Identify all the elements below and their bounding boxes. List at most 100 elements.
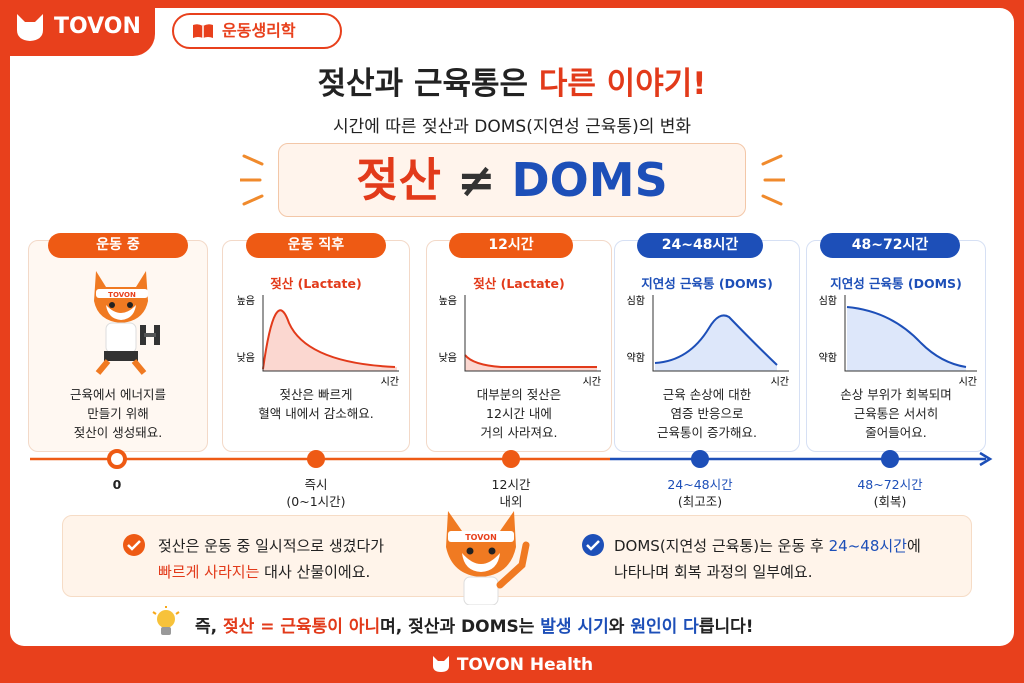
- title-main: 젖산과 근육통은: [317, 66, 529, 102]
- banner: 젖산 ≠ DOMS: [278, 143, 746, 217]
- time-label: 즉시 (0~1시간): [256, 476, 376, 510]
- time-label: 24~48시간 (최고조): [640, 476, 760, 510]
- mini-chart: 심함 약함 시간: [819, 295, 977, 388]
- time-line: 12시간: [491, 477, 531, 492]
- note: 젖산은 운동 중 일시적으로 생겼다가 빠르게 사라지는 대사 산물이에요.: [158, 533, 384, 585]
- stage-label: 운동 중: [48, 233, 188, 258]
- stage-label: 운동 직후: [246, 233, 386, 258]
- desc-line: 줄어들어요.: [865, 425, 927, 440]
- conclusion-red: 젖산 = 근육통이 아니: [223, 617, 381, 637]
- chart-title: 지연성 근육통 (DOMS): [641, 276, 773, 291]
- check-icon: [123, 534, 145, 556]
- brand-tab: TOVON: [0, 0, 155, 56]
- time-line: (회복): [873, 494, 907, 509]
- note-line: DOMS(지연성 근육통)는 운동 후 24~48시간에: [614, 533, 921, 559]
- y-label: 심함: [819, 295, 837, 307]
- conclusion: 즉, 젖산 = 근육통이 아니며, 젖산과 DOMS는 발생 시기와 원인이 다…: [195, 612, 754, 637]
- stage-label: 48~72시간: [820, 233, 960, 258]
- banner-right: DOMS: [511, 153, 668, 207]
- desc-line: 근육통이 증가해요.: [657, 425, 757, 440]
- subtitle: 시간에 따른 젖산과 DOMS(지연성 근육통)의 변화: [332, 117, 692, 137]
- note-text: 에: [906, 537, 921, 555]
- time-label: 0: [112, 477, 122, 492]
- desc-line: 대부분의 젖산은: [476, 387, 562, 402]
- mini-chart: 높음 낮음 시간: [237, 295, 399, 388]
- footer-brand: TOVON Health: [456, 655, 594, 675]
- mascot: TOVON: [94, 271, 160, 375]
- y-label: 높음: [237, 295, 255, 307]
- note-highlight: 24~48시간: [828, 537, 907, 555]
- note-text: DOMS(지연성 근육통)는 운동 후: [614, 537, 824, 555]
- conclusion-blue: 발생 시기: [540, 617, 609, 637]
- stage-description: 대부분의 젖산은 12시간 내에 거의 사라져요.: [427, 385, 611, 442]
- chart-title: 지연성 근육통 (DOMS): [830, 276, 962, 291]
- desc-line: 근육통은 서서히: [853, 406, 939, 421]
- y-label: 낮음: [439, 352, 457, 364]
- fox-logo: [17, 14, 43, 41]
- desc-line: 손상 부위가 회복되며: [840, 387, 952, 402]
- desc-line: 혈액 내에서 감소해요.: [258, 406, 374, 421]
- y-label: 약함: [627, 352, 645, 364]
- time-line: 내외: [499, 494, 523, 509]
- headband-text: TOVON: [465, 533, 497, 542]
- conclusion-blue: 원인이 다: [630, 617, 699, 637]
- mini-chart: 높음 낮음 시간: [439, 295, 601, 388]
- conclusion-text: 며, 젖산과 DOMS는: [380, 617, 535, 637]
- x-label: 시간: [959, 376, 977, 388]
- banner-symbol: ≠: [456, 153, 496, 207]
- time-label: 48~72시간 (회복): [830, 476, 950, 510]
- banner-rays: [240, 154, 785, 206]
- check-icon: [582, 534, 604, 556]
- note-line: 나타나며 회복 과정의 일부예요.: [614, 563, 813, 581]
- tag-text: 운동생리학: [222, 21, 296, 40]
- desc-line: 만들기 위해: [87, 406, 149, 421]
- x-label: 시간: [583, 376, 601, 388]
- conclusion-text: 즉,: [195, 617, 218, 637]
- book-icon: [193, 24, 213, 38]
- mini-chart: 심함 약함 시간: [627, 295, 789, 388]
- x-label: 시간: [381, 376, 399, 388]
- headband-text: TOVON: [108, 291, 136, 299]
- stage-label: 24~48시간: [637, 233, 763, 258]
- time-line: 48~72시간: [857, 477, 923, 492]
- brand: TOVON: [54, 14, 141, 39]
- stage-card: 젖산 (Lactate) 높음 낮음 시간 대부분의 젖산은 12시간 내에 거의 …: [426, 240, 612, 452]
- desc-line: 젖산이 생성돼요.: [73, 425, 163, 440]
- category-tag[interactable]: 운동생리학: [172, 13, 342, 49]
- title-highlight: 다른 이야기!: [538, 66, 707, 102]
- fox-logo: [432, 656, 449, 672]
- conclusion-text: 와: [608, 617, 625, 637]
- note-highlight: 빠르게 사라지는: [158, 563, 260, 581]
- desc-line: 염증 반응으로: [670, 406, 744, 421]
- note: DOMS(지연성 근육통)는 운동 후 24~48시간에 나타나며 회복 과정의…: [614, 533, 921, 585]
- timeline: [30, 449, 993, 469]
- chart-title: 젖산 (Lactate): [473, 276, 565, 291]
- chart-title: 젖산 (Lactate): [270, 276, 362, 291]
- footer: TOVON Health: [0, 650, 1024, 683]
- time-line: 즉시: [304, 477, 328, 492]
- desc-line: 근육에서 에너지를: [70, 387, 166, 402]
- stage-label: 12시간: [449, 233, 573, 258]
- mascot: TOVON: [446, 511, 530, 605]
- x-label: 시간: [771, 376, 789, 388]
- note-line: 빠르게 사라지는 대사 산물이에요.: [158, 559, 384, 585]
- y-label: 심함: [627, 295, 645, 307]
- desc-line: 근육 손상에 대한: [662, 387, 752, 402]
- y-label: 높음: [439, 295, 457, 307]
- note-line: 젖산은 운동 중 일시적으로 생겼다가: [158, 537, 385, 555]
- conclusion-text: 릅니다!: [698, 617, 754, 637]
- time-line: (0~1시간): [286, 494, 346, 509]
- bulb-icon: [152, 606, 180, 635]
- desc-line: 젖산은 빠르게: [279, 387, 353, 402]
- y-label: 낮음: [237, 352, 255, 364]
